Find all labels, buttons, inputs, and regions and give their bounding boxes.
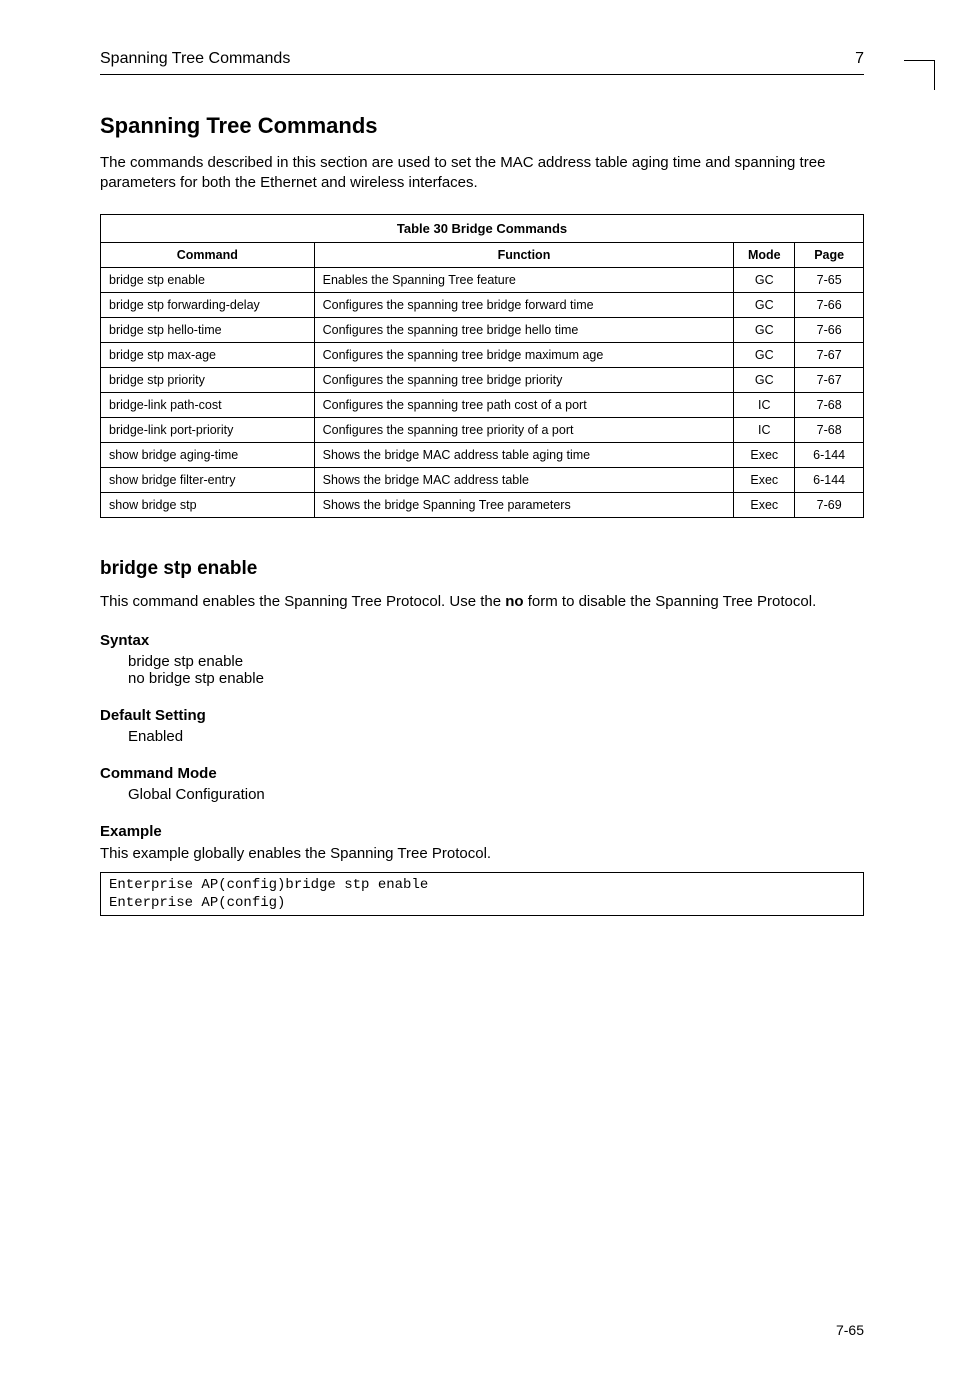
syntax-lines: bridge stp enableno bridge stp enable xyxy=(128,653,864,687)
col-header: Command xyxy=(101,242,315,267)
cell-command: show bridge stp xyxy=(101,492,315,517)
cell-page: 7-66 xyxy=(795,292,864,317)
table-header-row: Command Function Mode Page xyxy=(101,242,864,267)
table-row: bridge stp forwarding-delayConfigures th… xyxy=(101,292,864,317)
cell-mode: IC xyxy=(734,417,795,442)
cell-function: Configures the spanning tree bridge maxi… xyxy=(314,342,734,367)
cell-page: 7-67 xyxy=(795,367,864,392)
section-title: Spanning Tree Commands xyxy=(100,113,864,139)
header-chapter-number: 7 xyxy=(855,50,864,68)
example-text: This example globally enables the Spanni… xyxy=(100,844,864,864)
cell-mode: GC xyxy=(734,267,795,292)
cell-mode: GC xyxy=(734,292,795,317)
table-row: bridge stp priorityConfigures the spanni… xyxy=(101,367,864,392)
table-row: bridge stp hello-timeConfigures the span… xyxy=(101,317,864,342)
command-name: bridge stp enable xyxy=(100,558,864,580)
cell-mode: Exec xyxy=(734,467,795,492)
cell-function: Shows the bridge MAC address table xyxy=(314,467,734,492)
mode-header: Command Mode xyxy=(100,765,864,782)
cell-mode: GC xyxy=(734,342,795,367)
table-caption: Table 30 Bridge Commands xyxy=(100,214,864,242)
cell-page: 7-69 xyxy=(795,492,864,517)
desc-no-keyword: no xyxy=(505,593,523,610)
cell-command: bridge stp enable xyxy=(101,267,315,292)
cell-function: Configures the spanning tree bridge hell… xyxy=(314,317,734,342)
cell-command: bridge stp forwarding-delay xyxy=(101,292,315,317)
cell-mode: GC xyxy=(734,367,795,392)
table-row: bridge-link path-costConfigures the span… xyxy=(101,392,864,417)
crop-mark xyxy=(904,36,954,86)
cell-page: 7-65 xyxy=(795,267,864,292)
cell-function: Configures the spanning tree bridge forw… xyxy=(314,292,734,317)
cell-command: show bridge aging-time xyxy=(101,442,315,467)
cell-mode: GC xyxy=(734,317,795,342)
table-row: show bridge aging-timeShows the bridge M… xyxy=(101,442,864,467)
cell-command: show bridge filter-entry xyxy=(101,467,315,492)
desc-text: form to disable the Spanning Tree Protoc… xyxy=(524,593,817,610)
cell-command: bridge-link port-priority xyxy=(101,417,315,442)
cell-page: 7-67 xyxy=(795,342,864,367)
command-description: This command enables the Spanning Tree P… xyxy=(100,592,864,612)
cell-command: bridge stp priority xyxy=(101,367,315,392)
table-row: bridge-link port-priorityConfigures the … xyxy=(101,417,864,442)
cell-mode: Exec xyxy=(734,492,795,517)
cell-page: 7-68 xyxy=(795,417,864,442)
page-header: Spanning Tree Commands 7 xyxy=(100,50,864,68)
syntax-header: Syntax xyxy=(100,632,864,649)
cell-command: bridge stp max-age xyxy=(101,342,315,367)
cell-function: Configures the spanning tree bridge prio… xyxy=(314,367,734,392)
desc-text: This command enables the Spanning Tree P… xyxy=(100,593,505,610)
cell-command: bridge-link path-cost xyxy=(101,392,315,417)
col-header: Function xyxy=(314,242,734,267)
col-header: Mode xyxy=(734,242,795,267)
cell-function: Configures the spanning tree priority of… xyxy=(314,417,734,442)
mode-value: Global Configuration xyxy=(128,786,864,803)
table-row: bridge stp enableEnables the Spanning Tr… xyxy=(101,267,864,292)
default-header: Default Setting xyxy=(100,707,864,724)
commands-table: Table 30 Bridge Commands Command Functio… xyxy=(100,214,864,518)
cell-mode: Exec xyxy=(734,442,795,467)
cell-function: Configures the spanning tree path cost o… xyxy=(314,392,734,417)
cell-page: 6-144 xyxy=(795,467,864,492)
cell-page: 7-66 xyxy=(795,317,864,342)
header-rule xyxy=(100,74,864,75)
page-number: 7-65 xyxy=(836,1322,864,1338)
cell-page: 7-68 xyxy=(795,392,864,417)
section-intro: The commands described in this section a… xyxy=(100,153,864,194)
default-value: Enabled xyxy=(128,728,864,745)
header-section-name: Spanning Tree Commands xyxy=(100,50,290,68)
table-row: show bridge stpShows the bridge Spanning… xyxy=(101,492,864,517)
example-code: Enterprise AP(config)bridge stp enable E… xyxy=(100,872,864,916)
cell-function: Shows the bridge MAC address table aging… xyxy=(314,442,734,467)
cell-command: bridge stp hello-time xyxy=(101,317,315,342)
table-row: bridge stp max-ageConfigures the spannin… xyxy=(101,342,864,367)
example-header: Example xyxy=(100,823,864,840)
cell-function: Shows the bridge Spanning Tree parameter… xyxy=(314,492,734,517)
cell-page: 6-144 xyxy=(795,442,864,467)
col-header: Page xyxy=(795,242,864,267)
table-row: show bridge filter-entryShows the bridge… xyxy=(101,467,864,492)
cell-mode: IC xyxy=(734,392,795,417)
cell-function: Enables the Spanning Tree feature xyxy=(314,267,734,292)
